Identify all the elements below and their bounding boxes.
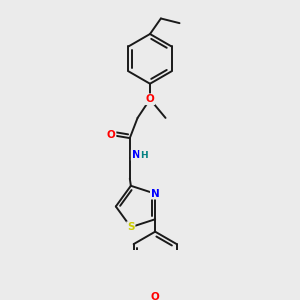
Text: N: N (151, 189, 160, 199)
Text: S: S (127, 222, 135, 232)
Text: O: O (146, 94, 154, 104)
Text: H: H (140, 151, 148, 160)
Text: N: N (132, 150, 140, 160)
Text: O: O (107, 130, 116, 140)
Text: O: O (151, 292, 160, 300)
